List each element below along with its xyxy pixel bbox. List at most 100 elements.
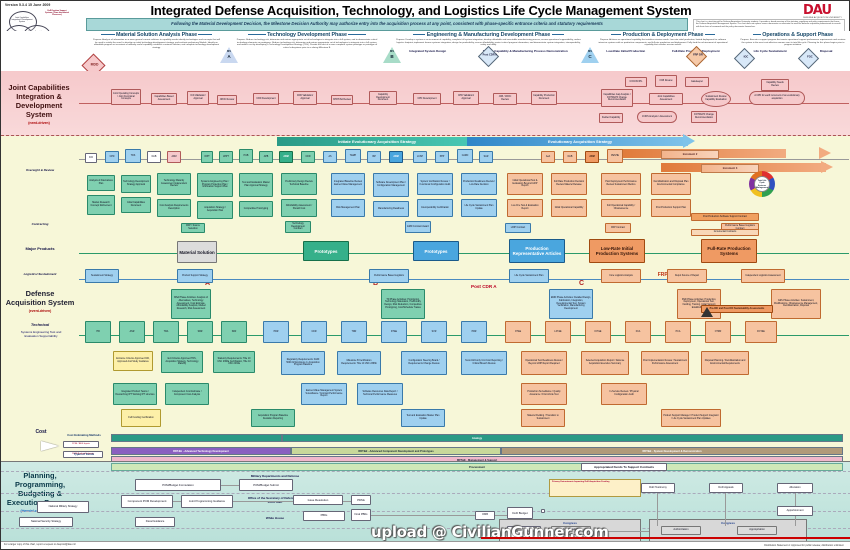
detail-node-23[interactable]: Full Rate Production Decision Review Mat… (551, 173, 587, 195)
detail-node-22[interactable]: Live Fire Test & Evaluation Report (507, 199, 543, 217)
detail-node-25[interactable]: Post Deployment Performance Review Susta… (601, 173, 641, 195)
oversight-node-sep[interactable]: AS (323, 151, 337, 163)
jcids-node-jroc[interactable]: JROC Review (217, 95, 237, 105)
oversight-node-cdd[interactable]: CDD (301, 151, 315, 163)
technical-node-pdr[interactable]: PDR (263, 321, 289, 343)
contracting-node-tds-contract[interactable]: Technology Development Contract (285, 221, 311, 233)
logistics-node-support-concept[interactable]: Sustainment Strategy (85, 269, 119, 283)
detail-node-53[interactable]: Test and Evaluation Master Plan Update (401, 409, 445, 427)
cost-method-analogy[interactable]: Analogy (111, 434, 843, 442)
product-prototypes-2[interactable]: Prototypes (413, 241, 459, 261)
jcids-node-fcb[interactable]: FCB Review (655, 75, 677, 87)
product-material-solution[interactable]: Material Solution (177, 241, 217, 263)
oversight-node-adm-1[interactable]: ADM (167, 151, 181, 163)
contracting-node-emd-contract[interactable]: EMD Contract Award (405, 221, 431, 233)
oversight-node-temp[interactable]: TEMP (345, 149, 361, 163)
detail-node-49[interactable]: Production Surveillance / Quality Assura… (521, 383, 567, 405)
detail-node-30[interactable]: TD Phase Activities: Prototyping, Techno… (381, 289, 425, 319)
technical-node-itr[interactable]: ITR (85, 321, 111, 343)
detail-node-55[interactable]: Product Support Manager / Product Suppor… (661, 409, 721, 427)
oversight-node-adm-3[interactable]: ADM (389, 151, 403, 163)
jcids-node-cpd-sustain[interactable]: A CPD for each increment of an evolution… (749, 91, 805, 105)
jcids-node-gatekeeper[interactable]: Gatekeeper (685, 77, 709, 87)
detail-node-42[interactable]: Selected Acquisition Report / Defense Ac… (581, 351, 629, 375)
milestone-b[interactable]: MS B (383, 47, 401, 63)
detail-node-27[interactable]: Demilitarization and Disposal Plan Envir… (651, 173, 691, 195)
ppbe-node-dod-testimony[interactable]: DoD Testimony (641, 483, 675, 493)
jcids-node-capability-doc[interactable]: Capability Development Document (369, 91, 397, 105)
ppbe-node-appropriation[interactable]: Appropriation (737, 526, 777, 535)
jcids-node-jcb[interactable]: JCB / JROC Review (493, 93, 517, 105)
technical-node-srr[interactable]: SRR (187, 321, 213, 343)
detail-node-41[interactable]: Operational Test Readiness Review / Beyo… (521, 351, 567, 375)
detail-node-32[interactable]: P&D Phase Activities: Production, Deploy… (677, 289, 721, 319)
logistics-node-depot-repair[interactable]: Depot Source of Repair (667, 269, 707, 283)
ppbe-node-appropriations[interactable]: Appropriations (551, 526, 591, 535)
increment-2[interactable]: Increment 2 (661, 150, 719, 159)
oversight-node-isp[interactable]: CARD (457, 149, 473, 163)
funding-bar-rdte-acdp[interactable]: RDT&E - Advanced Component Development a… (291, 447, 501, 455)
ppbe-node-component-pom[interactable]: Component POM Development (121, 495, 173, 508)
funding-bar-procurement[interactable]: Procurement (111, 463, 843, 471)
contracting-node-lrip-contract[interactable]: LRIP Contract (505, 223, 531, 233)
ppbe-node-omb[interactable]: OMB (475, 511, 495, 520)
detail-node-18[interactable]: Interoperability Certification (417, 199, 453, 217)
oversight-node-icd[interactable]: ICD (85, 153, 97, 163)
product-production-rep-articles[interactable]: Production Representative Articles (509, 239, 565, 263)
jcids-node-sustainment-review[interactable]: Sustainment Review Capability Evaluation (701, 91, 731, 107)
detail-node-2[interactable]: Market Research Concept Refinement (87, 195, 115, 215)
contracting-node-frp-contract[interactable]: FRP Contract (605, 223, 631, 233)
oversight-node-lcsp[interactable]: LCSP (413, 151, 427, 163)
oversight-node-sar[interactable]: SAR (479, 151, 493, 163)
detail-node-45[interactable]: Integrated Product Teams / Overarching I… (113, 383, 157, 405)
oversight-node-oipt[interactable]: OIPT (201, 151, 213, 163)
technical-node-ote[interactable]: OT&E (505, 321, 531, 343)
detail-node-3[interactable]: Technology Development Strategy Approval (121, 175, 151, 193)
detail-node-7[interactable]: Systems Engineering Plan / Program Prote… (197, 173, 233, 197)
detail-node-40[interactable]: Nunn-McCurdy Unit Cost Reporting / Criti… (461, 351, 507, 375)
ppbe-node-dod-budget[interactable]: DoD Budget (507, 507, 533, 519)
logistics-node-lcsp[interactable]: Life Cycle Sustainment Plan (509, 269, 549, 283)
funding-bar-rdte-sdd[interactable]: RDT&E - System Development & Demonstrati… (501, 447, 843, 455)
detail-node-5[interactable]: Technology Maturity Assessment Independe… (157, 173, 191, 195)
detail-node-4[interactable]: Initial Capabilities Document (121, 197, 151, 213)
logistics-node-ila[interactable]: Independent Logistics Assessment (741, 269, 785, 283)
jcids-node-joint-concepts[interactable]: Joint Operating Concepts / Joint Functio… (111, 89, 141, 105)
jcids-node-cdd-dev[interactable]: CDD Development (253, 93, 279, 105)
oversight-node-wipt[interactable]: WIPT (219, 151, 233, 163)
ppbe-node-pdms[interactable]: PDMs (351, 495, 371, 505)
detail-node-10[interactable]: Competitive Prototyping (239, 201, 273, 217)
detail-node-39[interactable]: Configuration Steering Board / Requireme… (401, 351, 447, 375)
detail-node-33[interactable]: O&S Phase Activities: Sustainment, Modif… (771, 289, 821, 319)
technical-node-dte[interactable]: DT&E (381, 321, 407, 343)
technical-node-iote[interactable]: IOT&E (585, 321, 611, 343)
detail-node-24[interactable]: Initial Operational Capability (551, 199, 587, 217)
detail-node-11[interactable]: Preliminary Design Review Technical Base… (281, 173, 317, 195)
detail-node-15[interactable]: Software Development Plan / Configuratio… (373, 173, 409, 197)
oversight-node-ppp[interactable]: PPP (435, 151, 449, 163)
oversight-node-pesche[interactable]: PESHE (607, 149, 623, 163)
detail-node-54[interactable]: Materiel Fielding / Transition to Sustai… (521, 409, 565, 427)
ppbe-node-pbds[interactable]: PBDs (303, 511, 345, 521)
jcids-node-cpd-val[interactable]: CPD Validation/ Approval (453, 91, 479, 105)
technical-node-tra-1[interactable]: TRA (153, 321, 179, 343)
detail-node-16[interactable]: Manufacturing Readiness (373, 201, 409, 217)
jcids-node-icd[interactable]: ICD Validation/ Approval (187, 91, 209, 105)
oversight-node-adm-2[interactable]: ADM (279, 151, 293, 163)
detail-node-38[interactable]: Milestone B Certification Requirements: … (337, 351, 381, 375)
ppbe-node-allocation[interactable]: Allocation (777, 483, 813, 493)
detail-node-1[interactable]: Analysis of Alternatives Plan (87, 175, 115, 191)
detail-node-29[interactable]: MSA Phase Activities: Analysis of Altern… (171, 289, 211, 319)
oversight-node-aoa[interactable]: CPD (105, 151, 119, 163)
detail-node-26[interactable]: Full Operational Capability / Obsolescen… (601, 199, 641, 217)
detail-node-35[interactable]: Exit Criteria: Approved TDS, Acquisition… (161, 351, 203, 373)
product-prototypes-1[interactable]: Prototypes (303, 241, 349, 261)
jcids-node-cdd-val[interactable]: CDD Validation/ Approval (293, 91, 317, 105)
oversight-node-apb[interactable]: APB (259, 151, 273, 163)
detail-node-52[interactable]: Acquisition Program Baseline Deviation R… (251, 409, 295, 427)
detail-node-48[interactable]: Software Resources Data Report / Technic… (357, 383, 403, 405)
product-frp-systems[interactable]: Full-Rate Production Systems (701, 239, 757, 263)
jcids-node-joint-cap[interactable]: Joint Capabilities Assessment (649, 93, 683, 105)
technical-node-pca[interactable]: PCA (665, 321, 691, 343)
detail-node-50[interactable]: In-Service Review / Physical Configurati… (601, 383, 647, 405)
